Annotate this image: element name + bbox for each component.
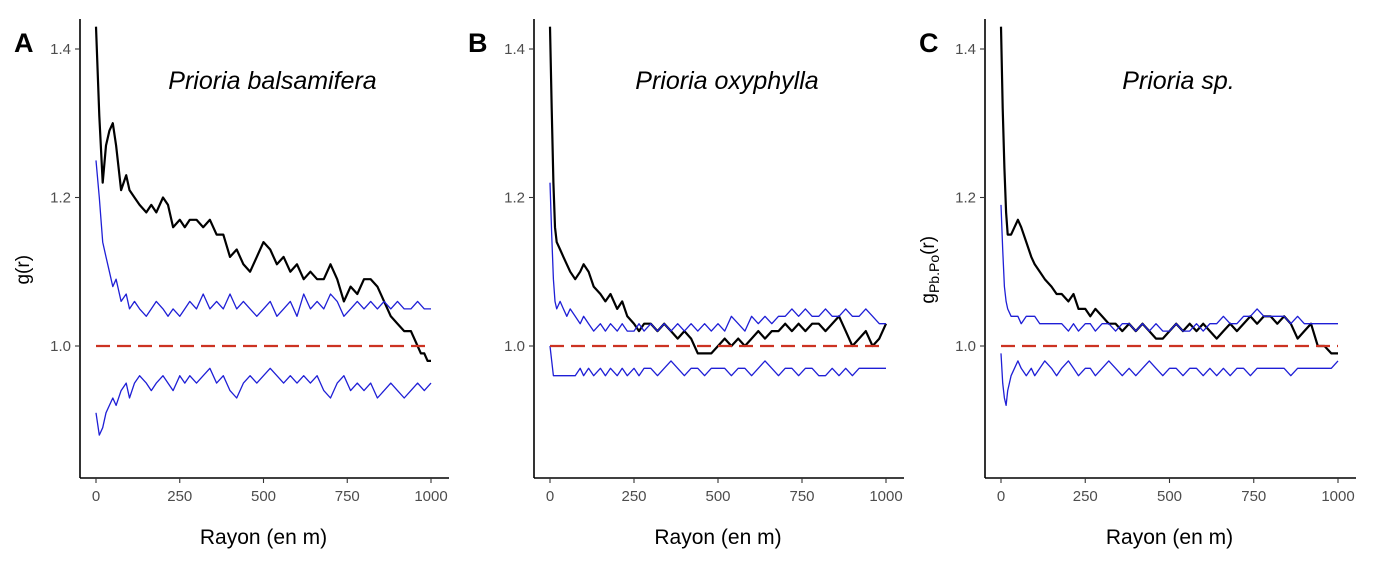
series-envelope-lower-line — [1000, 353, 1339, 407]
x-tick-label: 500 — [1157, 488, 1182, 505]
series-envelope-upper-line — [1000, 204, 1338, 332]
x-tick-label: 750 — [789, 488, 814, 505]
x-tick-label: 0 — [92, 488, 100, 505]
y-axis-label: gPb.Po(r) — [918, 236, 942, 304]
x-tick-label: 0 — [997, 488, 1005, 505]
y-tick-label: 1.4 — [50, 41, 71, 58]
series-envelope-upper-line — [549, 182, 886, 332]
series-envelope-lower-line — [95, 367, 432, 436]
x-tick-label: 500 — [705, 488, 730, 505]
panel-a: 0 250 500 750 1000 1.0 1.2 1.4 A Prioria balsamif… — [13, 19, 449, 549]
x-tick-label: 500 — [251, 488, 276, 505]
y-tick-label: 1.2 — [955, 190, 976, 207]
x-tick-label: 250 — [621, 488, 646, 505]
series-observed-line — [94, 26, 431, 362]
x-tick-label: 1000 — [869, 488, 902, 505]
y-tick-label: 1.0 — [955, 338, 976, 355]
x-tick-label: 250 — [167, 488, 192, 505]
x-axis-label: Rayon (en m) — [654, 526, 781, 549]
series-envelope-lower-line — [549, 345, 886, 377]
x-tick-label: 0 — [546, 488, 554, 505]
y-tick-label: 1.0 — [504, 338, 525, 355]
series-envelope-upper-line — [95, 160, 431, 317]
panel-label: B — [468, 28, 488, 58]
y-tick-label: 1.2 — [50, 190, 71, 207]
x-axis-label: Rayon (en m) — [1106, 526, 1233, 549]
panel-title: Prioria balsamifera — [168, 67, 377, 95]
series-observed-line — [548, 26, 888, 355]
x-tick-label: 1000 — [414, 488, 447, 505]
x-axis-label: Rayon (en m) — [200, 526, 327, 549]
y-tick-label: 1.4 — [504, 41, 525, 58]
x-tick-label: 250 — [1073, 488, 1098, 505]
panel-b: 0 250 500 750 1000 1.0 1.2 1.4 B Prioria oxyphyll… — [468, 19, 904, 549]
y-tick-label: 1.4 — [955, 41, 976, 58]
x-tick-label: 750 — [1241, 488, 1266, 505]
y-axis-label: g(r) — [13, 255, 34, 285]
y-tick-label: 1.0 — [50, 338, 71, 355]
x-tick-label: 750 — [335, 488, 360, 505]
x-tick-label: 1000 — [1321, 488, 1354, 505]
panel-label: C — [919, 28, 939, 58]
panel-label: A — [14, 28, 34, 58]
y-tick-label: 1.2 — [504, 190, 525, 207]
panel-title: Prioria oxyphylla — [635, 67, 819, 95]
panel-c: 0 250 500 750 1000 1.0 1.2 1.4 C Prioria sp. Rayon… — [918, 19, 1356, 549]
panel-title: Prioria sp. — [1122, 67, 1235, 95]
